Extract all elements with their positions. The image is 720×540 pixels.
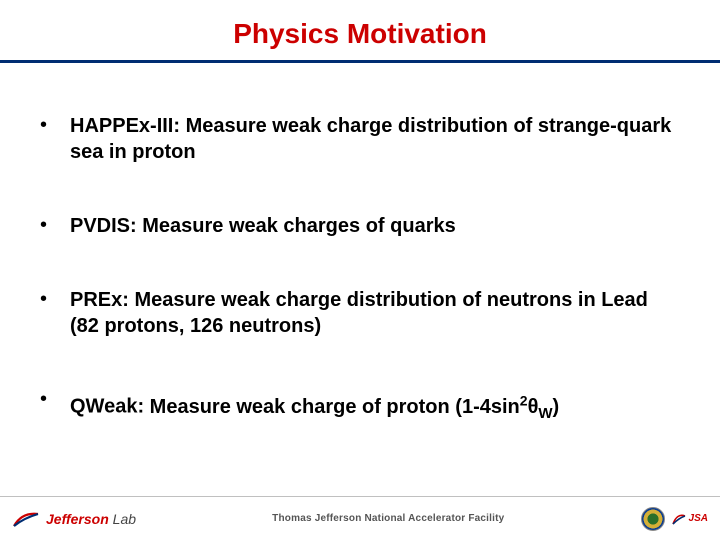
- bullet-marker: •: [40, 213, 70, 237]
- jefferson-lab-logo: Jefferson Lab: [12, 508, 136, 530]
- bullet-text: PREx: Measure weak charge distribution o…: [70, 287, 680, 339]
- jsa-logo: JSA: [671, 511, 708, 527]
- doe-seal-icon: [641, 507, 665, 531]
- bullet-marker: •: [40, 113, 70, 137]
- slide: Physics Motivation • HAPPEx-III: Measure…: [0, 0, 720, 540]
- bullet-text: PVDIS: Measure weak charges of quarks: [70, 213, 456, 239]
- qweak-formula: Measure weak charge of proton (1-4sin2θW…: [144, 396, 559, 418]
- content-area: • HAPPEx-III: Measure weak charge distri…: [0, 63, 720, 540]
- title-area: Physics Motivation: [0, 0, 720, 50]
- bullet-item: • HAPPEx-III: Measure weak charge distri…: [40, 113, 680, 165]
- bullet-text: QWeak: Measure weak charge of proton (1-…: [70, 387, 559, 427]
- jsa-text: JSA: [689, 513, 708, 524]
- bullet-item: • PVDIS: Measure weak charges of quarks: [40, 213, 680, 239]
- bullet-item: • PREx: Measure weak charge distribution…: [40, 287, 680, 339]
- jlab-swoosh-icon: [12, 508, 40, 530]
- footer-center-text: Thomas Jefferson National Accelerator Fa…: [272, 513, 504, 524]
- footer-right-logos: JSA: [641, 507, 708, 531]
- slide-title: Physics Motivation: [0, 18, 720, 50]
- jlab-text: Jefferson Lab: [46, 511, 136, 527]
- footer: Jefferson Lab Thomas Jefferson National …: [0, 496, 720, 540]
- jsa-arc-icon: [671, 511, 687, 527]
- bullet-marker: •: [40, 387, 70, 411]
- bullet-marker: •: [40, 287, 70, 311]
- bullet-item: • QWeak: Measure weak charge of proton (…: [40, 387, 680, 427]
- bullet-text: HAPPEx-III: Measure weak charge distribu…: [70, 113, 680, 165]
